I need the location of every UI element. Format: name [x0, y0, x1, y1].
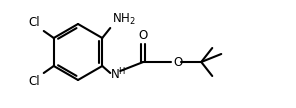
Text: NH$_2$: NH$_2$: [112, 12, 136, 27]
Text: H: H: [118, 67, 124, 75]
Text: Cl: Cl: [28, 16, 40, 29]
Text: O: O: [173, 56, 183, 68]
Text: O: O: [139, 29, 148, 42]
Text: N: N: [111, 68, 120, 80]
Text: Cl: Cl: [28, 75, 40, 88]
